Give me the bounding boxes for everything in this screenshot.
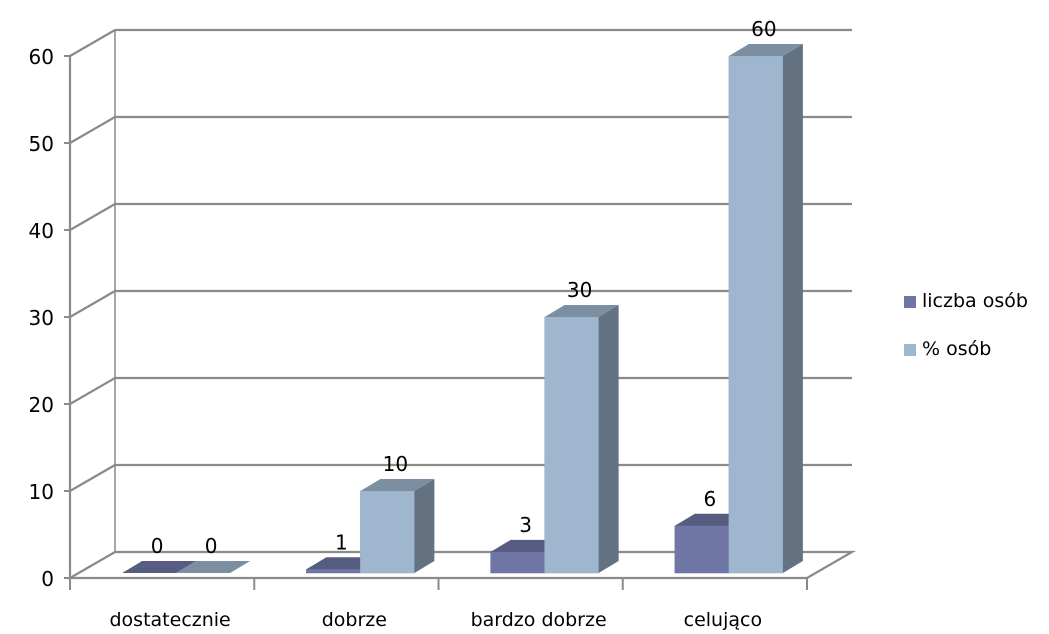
legend-label: liczba osób (922, 290, 1028, 312)
data-label: 6 (704, 487, 717, 511)
legend-label: % osób (922, 338, 991, 360)
bar-top (176, 561, 251, 573)
gridline-depth (69, 203, 116, 231)
bar (544, 305, 619, 574)
bar-side (598, 305, 619, 573)
gridline-depth (69, 29, 116, 57)
legend-item: liczba osób (904, 290, 1028, 312)
y-tick-label: 0 (41, 567, 54, 591)
y-tick-label: 10 (29, 480, 54, 504)
bar (122, 561, 197, 573)
gridline-depth (69, 290, 116, 318)
bar-top (728, 44, 803, 56)
bar (728, 44, 803, 574)
bar-top (360, 479, 435, 491)
bar-front (360, 490, 415, 574)
bar-front (490, 551, 545, 574)
legend-item: % osób (904, 338, 991, 360)
chart-floor (65, 550, 857, 580)
data-label: 0 (151, 534, 164, 558)
data-label: 0 (205, 534, 218, 558)
y-tick-label: 20 (29, 393, 54, 417)
data-label: 3 (519, 513, 532, 537)
gridline-depth (69, 464, 116, 492)
data-labels: 0 0 1 10 3 30 6 60 (151, 17, 777, 558)
data-label: 10 (383, 452, 408, 476)
y-tick-label: 30 (29, 306, 54, 330)
data-label: 30 (567, 278, 592, 302)
bar-side (414, 479, 435, 573)
x-tick-label: bardzo dobrze (471, 609, 607, 631)
gridline-depth (69, 377, 116, 405)
bar-top (122, 561, 197, 573)
bar-front (674, 525, 730, 574)
bar-side (782, 44, 803, 573)
bar (176, 561, 251, 573)
bar-front (728, 55, 784, 574)
bar-front (544, 316, 599, 574)
gridline-depth (69, 116, 116, 144)
legend: liczba osób % osób (904, 290, 1028, 360)
bar-front (306, 569, 361, 574)
bar (360, 479, 435, 574)
data-label: 60 (751, 17, 776, 41)
bars (122, 44, 803, 574)
legend-swatch (904, 296, 916, 308)
x-tick-label: dobrze (322, 609, 387, 631)
y-tick-label: 60 (29, 45, 54, 69)
data-label: 1 (335, 530, 348, 554)
y-tick-label: 40 (29, 219, 54, 243)
y-tick-label: 50 (29, 132, 54, 156)
bar-top (544, 305, 619, 317)
legend-swatch (904, 344, 916, 356)
x-tick-label: dostatecznie (110, 609, 231, 631)
x-tick-label: celująco (684, 609, 762, 631)
